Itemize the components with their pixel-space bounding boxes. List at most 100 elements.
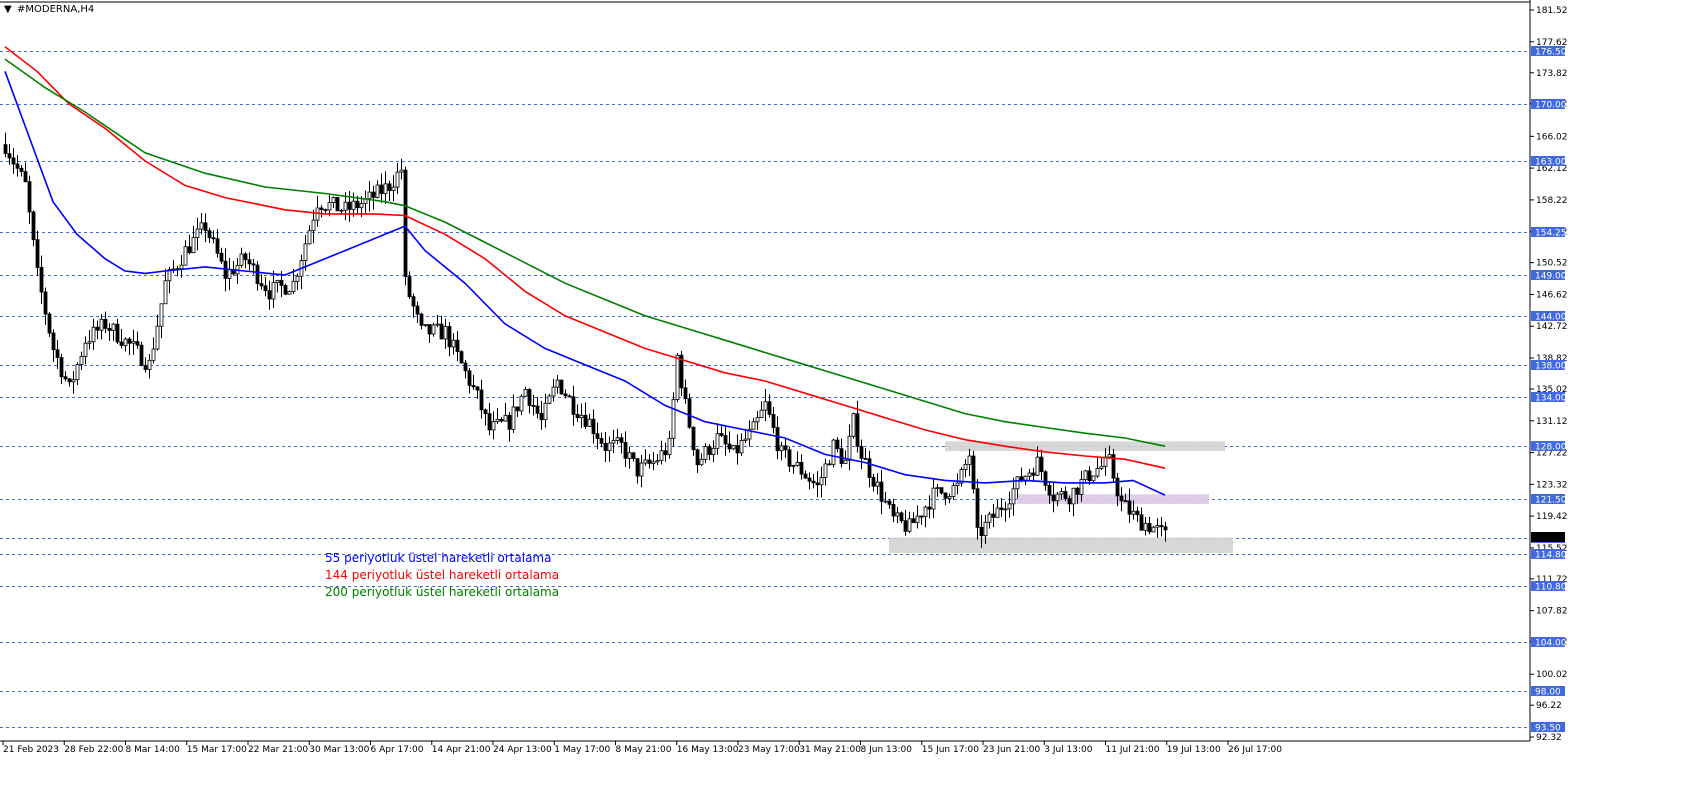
candle: [1107, 445, 1112, 459]
level-label-bg: [1531, 156, 1565, 166]
candle: [691, 426, 696, 456]
candle: [515, 406, 520, 417]
title-marker: ▼: [4, 4, 12, 15]
candle: [1015, 476, 1020, 499]
candle: [67, 378, 72, 387]
candle: [1155, 518, 1160, 538]
candle: [275, 280, 280, 293]
candle: [743, 428, 748, 443]
x-tick-label: 8 Jun 13:00: [861, 745, 913, 755]
candle: [659, 440, 664, 465]
candle: [291, 268, 296, 295]
candle: [119, 329, 124, 349]
candle: [951, 482, 956, 500]
candle: [267, 280, 272, 310]
candle: [571, 385, 576, 426]
candle: [355, 195, 360, 215]
candle: [587, 413, 592, 427]
candle: [471, 374, 476, 390]
candle: [719, 424, 724, 438]
candle: [679, 350, 684, 397]
level-label-bg: [1531, 722, 1565, 732]
candle: [407, 271, 412, 300]
candle: [759, 401, 764, 419]
candle: [995, 499, 1000, 518]
level-label: 176.50: [1535, 48, 1567, 58]
candle: [631, 452, 636, 462]
candle: [599, 432, 604, 448]
x-tick-label: 6 Apr 17:00: [371, 745, 424, 755]
candle: [1031, 467, 1036, 481]
candle: [1003, 501, 1008, 522]
level-lines: [0, 51, 1530, 728]
y-tick-label: 150.52: [1536, 259, 1568, 269]
candle: [1099, 458, 1104, 471]
candle: [879, 469, 884, 515]
candle: [135, 331, 140, 349]
candle: [43, 287, 48, 325]
candle: [591, 409, 596, 444]
candle: [59, 353, 64, 384]
candle: [911, 512, 916, 524]
candle: [523, 386, 528, 397]
candle: [331, 196, 336, 208]
candle: [971, 450, 976, 494]
level-label: 149.00: [1535, 272, 1567, 282]
candle: [443, 318, 448, 349]
candle: [663, 442, 668, 462]
candle: [111, 322, 116, 342]
candle: [1147, 516, 1152, 535]
candle: [1039, 449, 1044, 480]
candle: [391, 175, 396, 202]
y-tick-label: 115.52: [1536, 544, 1568, 554]
y-tick-label: 177.62: [1536, 38, 1568, 48]
candle: [859, 439, 864, 470]
candle: [23, 162, 28, 183]
candle: [63, 371, 68, 382]
level-label-bg: [1531, 581, 1565, 591]
candle: [1159, 516, 1164, 537]
candle: [683, 379, 688, 404]
candle: [247, 252, 252, 271]
candle: [707, 443, 712, 461]
candle: [983, 514, 988, 545]
candle: [803, 470, 808, 479]
candle: [1063, 486, 1068, 502]
level-label-bg: [1531, 99, 1565, 109]
y-tick-label: 135.02: [1536, 385, 1568, 395]
candle: [87, 329, 92, 350]
candle: [731, 444, 736, 451]
level-label: 110.80: [1535, 583, 1567, 593]
current-price-marker: [1531, 532, 1565, 542]
level-labels: 176.50 170.00 163.00 154.25 149.00 144.00 138.…: [1531, 46, 1567, 734]
level-label-bg: [1531, 311, 1565, 321]
candle: [711, 440, 716, 463]
candle: [475, 386, 480, 400]
zones: [889, 441, 1233, 553]
level-label: 134.00: [1535, 394, 1567, 404]
candle: [675, 353, 680, 403]
candle: [51, 329, 56, 362]
candle: [27, 175, 32, 225]
candle: [1163, 521, 1168, 542]
candle: [7, 144, 12, 165]
candle: [219, 247, 224, 264]
candle: [955, 473, 960, 495]
candle: [567, 394, 572, 398]
candle: [199, 212, 204, 235]
candle: [519, 394, 524, 416]
candle: [371, 185, 376, 210]
x-tick-label: 19 Jul 13:00: [1167, 745, 1221, 755]
candle: [71, 371, 76, 394]
candle: [463, 360, 468, 379]
candle: [783, 438, 788, 458]
candle: [215, 229, 220, 258]
candle: [787, 446, 792, 473]
candle: [1079, 470, 1084, 502]
candle: [959, 467, 964, 487]
x-tick-label: 16 May 13:00: [677, 745, 739, 755]
candle: [643, 449, 648, 466]
candle: [947, 493, 952, 504]
candle: [455, 331, 460, 362]
